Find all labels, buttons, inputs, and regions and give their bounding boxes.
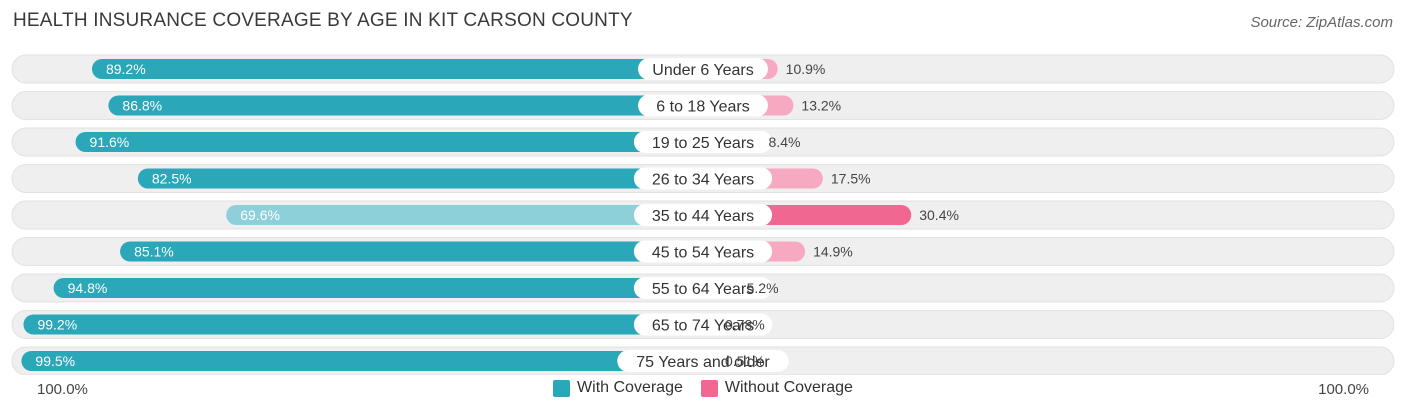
category-label: 35 to 44 Years <box>652 208 754 225</box>
value-label-with-coverage: 91.6% <box>90 134 130 150</box>
chart-title: HEALTH INSURANCE COVERAGE BY AGE IN KIT … <box>13 10 633 31</box>
category-label-pill <box>633 277 773 299</box>
category-label: 65 to 74 Years <box>652 318 754 335</box>
category-label-pill <box>638 94 768 117</box>
legend-swatch-with-coverage <box>553 379 571 397</box>
category-label-pill <box>633 313 773 336</box>
value-label-with-coverage: 89.2% <box>106 61 146 77</box>
bar-with-coverage <box>226 205 704 225</box>
legend: With Coverage Without Coverage <box>0 379 1406 397</box>
legend-item-without-coverage[interactable]: Without Coverage <box>700 379 853 397</box>
bar-with-coverage <box>91 59 704 79</box>
chart-area: 89.2% Under 6 Years 10.9% 86.8% 6 to 18 Year… <box>11 54 1395 375</box>
right-axis-label: 100.0% <box>1318 381 1369 398</box>
value-label-with-coverage: 99.5% <box>35 353 75 369</box>
category-label: 19 to 25 Years <box>652 135 754 152</box>
value-label-with-coverage: 82.5% <box>152 171 192 187</box>
value-label-without-coverage: 30.4% <box>919 207 959 223</box>
value-label-without-coverage: 0.51% <box>725 353 765 369</box>
category-label-pill <box>633 167 773 190</box>
category-label: 26 to 34 Years <box>652 172 754 189</box>
value-label-with-coverage: 94.8% <box>68 280 108 296</box>
value-label-without-coverage: 13.2% <box>801 98 841 114</box>
category-label-pill <box>633 131 773 153</box>
left-axis-label: 100.0% <box>37 381 88 398</box>
bar-with-coverage <box>108 95 704 116</box>
source-credit: Source: ZipAtlas.com <box>1250 14 1393 31</box>
bar-with-coverage <box>137 168 703 189</box>
category-label: 75 Years and older <box>636 354 770 371</box>
legend-label-with-coverage: With Coverage <box>577 379 683 396</box>
bar-with-coverage <box>21 351 704 371</box>
legend-item-with-coverage[interactable]: With Coverage <box>553 379 683 397</box>
category-label-pill <box>617 350 789 372</box>
category-label-pill <box>638 58 768 80</box>
value-label-with-coverage: 69.6% <box>240 207 280 223</box>
legend-label-without-coverage: Without Coverage <box>724 379 853 396</box>
legend-swatch-without-coverage <box>700 379 718 397</box>
value-label-with-coverage: 86.8% <box>122 98 162 114</box>
category-label-pill <box>633 204 773 226</box>
value-label-without-coverage: 10.9% <box>786 61 826 77</box>
bar-with-coverage <box>53 278 704 298</box>
value-label-with-coverage: 99.2% <box>37 317 77 333</box>
value-label-without-coverage: 5.2% <box>747 280 779 296</box>
category-label: 6 to 18 Years <box>656 99 749 116</box>
category-label: Under 6 Years <box>652 62 753 79</box>
category-label: 55 to 64 Years <box>652 281 754 298</box>
value-label-without-coverage: 14.9% <box>813 244 853 260</box>
bar-with-coverage <box>120 241 703 262</box>
bar-with-coverage <box>23 314 704 335</box>
value-label-without-coverage: 8.4% <box>769 134 801 150</box>
value-label-without-coverage: 17.5% <box>831 171 871 187</box>
bar-with-coverage <box>75 132 704 152</box>
value-label-with-coverage: 85.1% <box>134 244 174 260</box>
value-label-without-coverage: 0.78% <box>725 317 765 333</box>
category-label-pill <box>633 240 773 263</box>
category-label: 45 to 54 Years <box>652 245 754 262</box>
